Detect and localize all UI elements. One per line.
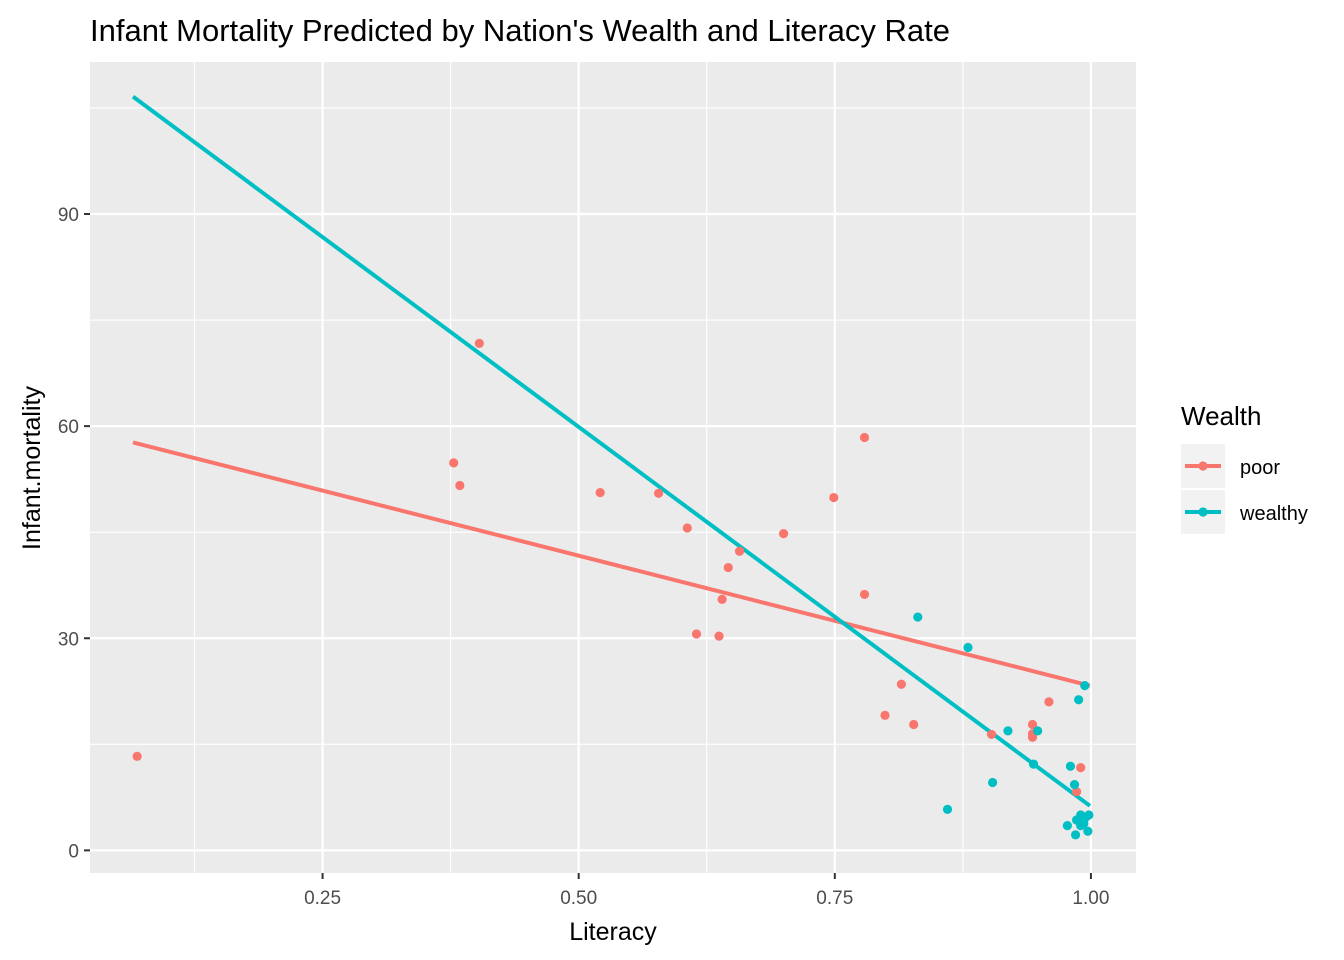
data-point-wealthy: [1069, 780, 1080, 790]
data-point-wealthy: [963, 642, 973, 653]
data-point-poor: [896, 679, 906, 689]
data-point-poor: [859, 432, 870, 443]
trend-line-poor: [132, 440, 1091, 688]
x-axis-title: Literacy: [569, 918, 657, 946]
data-point-poor: [691, 629, 702, 639]
legend-title: Wealth: [1181, 401, 1261, 431]
data-point-poor: [829, 492, 839, 503]
legend-label-wealthy: wealthy: [1239, 503, 1308, 525]
data-point-poor: [734, 546, 745, 556]
data-point-poor: [653, 488, 664, 498]
y-axis-title: Infant.mortality: [18, 386, 46, 550]
data-point-poor: [859, 589, 870, 600]
y-tick-label: 90: [58, 205, 79, 226]
data-point-wealthy: [1028, 759, 1039, 769]
trend-line-wealthy: [131, 95, 1092, 808]
data-points: [132, 338, 1094, 840]
data-point-wealthy: [1033, 726, 1043, 736]
data-point-poor: [449, 458, 459, 468]
data-point-poor: [909, 719, 919, 730]
major-gridlines: [90, 62, 1136, 873]
data-point-wealthy: [1084, 810, 1094, 820]
data-point-poor: [132, 751, 142, 761]
data-point-wealthy: [1070, 830, 1081, 840]
data-point-wealthy: [942, 804, 953, 814]
data-point-poor: [778, 529, 789, 539]
data-point-wealthy: [1062, 821, 1072, 831]
x-tick-label: 0.25: [304, 888, 341, 909]
x-axis-ticks: 0.25 0.50 0.75 1.00: [304, 873, 1109, 909]
data-point-wealthy: [987, 777, 998, 788]
minor-gridlines: [90, 62, 1136, 873]
legend-point-wealthy: [1198, 507, 1208, 517]
trend-lines: [131, 95, 1092, 808]
data-point-poor: [717, 594, 727, 604]
data-point-poor: [1071, 787, 1082, 797]
data-point-wealthy: [913, 612, 923, 622]
x-tick-label: 0.50: [560, 888, 597, 909]
data-point-poor: [595, 488, 605, 498]
data-point-poor: [1076, 763, 1086, 773]
data-point-wealthy: [1083, 826, 1093, 836]
x-tick-label: 1.00: [1072, 888, 1109, 909]
y-tick-label: 30: [58, 629, 79, 650]
data-point-poor: [1044, 697, 1054, 707]
data-point-poor: [1027, 719, 1038, 730]
data-point-wealthy: [1080, 681, 1090, 691]
data-point-poor: [723, 562, 733, 573]
data-point-poor: [682, 523, 692, 533]
y-tick-label: 0: [68, 841, 79, 862]
legend-point-poor: [1198, 461, 1208, 471]
data-point-wealthy: [1003, 726, 1013, 736]
data-point-poor: [474, 338, 484, 349]
y-axis-ticks: 0 30 60 90: [58, 205, 90, 862]
legend: Wealth poor wealthy: [1181, 401, 1308, 534]
y-tick-label: 60: [58, 417, 79, 438]
data-point-wealthy: [1074, 695, 1084, 705]
data-point-wealthy: [1065, 761, 1076, 771]
data-point-poor: [880, 710, 890, 720]
x-tick-label: 0.75: [816, 888, 853, 909]
legend-label-poor: poor: [1240, 457, 1280, 479]
chart-title: Infant Mortality Predicted by Nation's W…: [90, 13, 950, 48]
data-point-poor: [986, 729, 997, 740]
legend-items: poor wealthy: [1181, 444, 1308, 534]
plot-panel: [90, 62, 1136, 873]
data-point-poor: [455, 480, 465, 491]
data-point-poor: [714, 631, 724, 641]
